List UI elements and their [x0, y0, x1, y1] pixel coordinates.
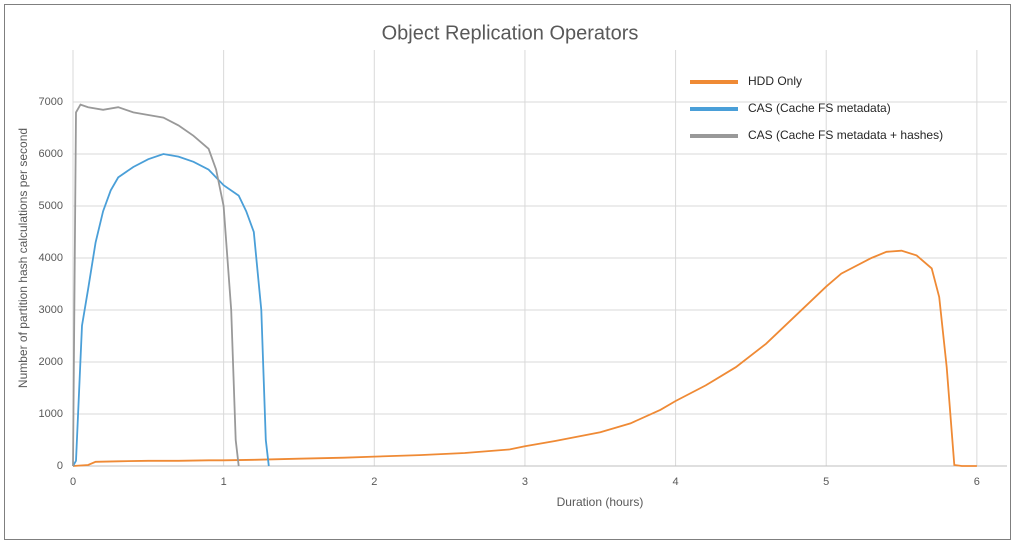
y-tick-label: 7000 [39, 96, 63, 108]
x-tick-label: 4 [673, 476, 679, 488]
chart-border [4, 4, 1011, 540]
chart-title: Object Replication Operators [382, 22, 639, 44]
y-axis-label: Number of partition hash calculations pe… [16, 128, 30, 388]
x-tick-label: 6 [974, 476, 980, 488]
y-tick-label: 4000 [39, 252, 63, 264]
x-tick-label: 2 [371, 476, 377, 488]
legend-label: CAS (Cache FS metadata) [748, 101, 891, 115]
legend-label: CAS (Cache FS metadata + hashes) [748, 128, 943, 142]
y-tick-label: 0 [57, 460, 63, 472]
series-line [72, 103, 240, 467]
y-tick-label: 6000 [39, 148, 63, 160]
y-tick-label: 5000 [39, 200, 63, 212]
x-tick-label: 1 [221, 476, 227, 488]
legend-label: HDD Only [748, 74, 802, 88]
x-tick-label: 3 [522, 476, 528, 488]
x-axis-label: Duration (hours) [557, 495, 644, 509]
y-tick-label: 3000 [39, 304, 63, 316]
series-line [72, 153, 270, 467]
y-tick-label: 1000 [39, 408, 63, 420]
x-tick-label: 0 [70, 476, 76, 488]
series-line [72, 249, 977, 467]
x-tick-label: 5 [823, 476, 829, 488]
y-tick-label: 2000 [39, 356, 63, 368]
